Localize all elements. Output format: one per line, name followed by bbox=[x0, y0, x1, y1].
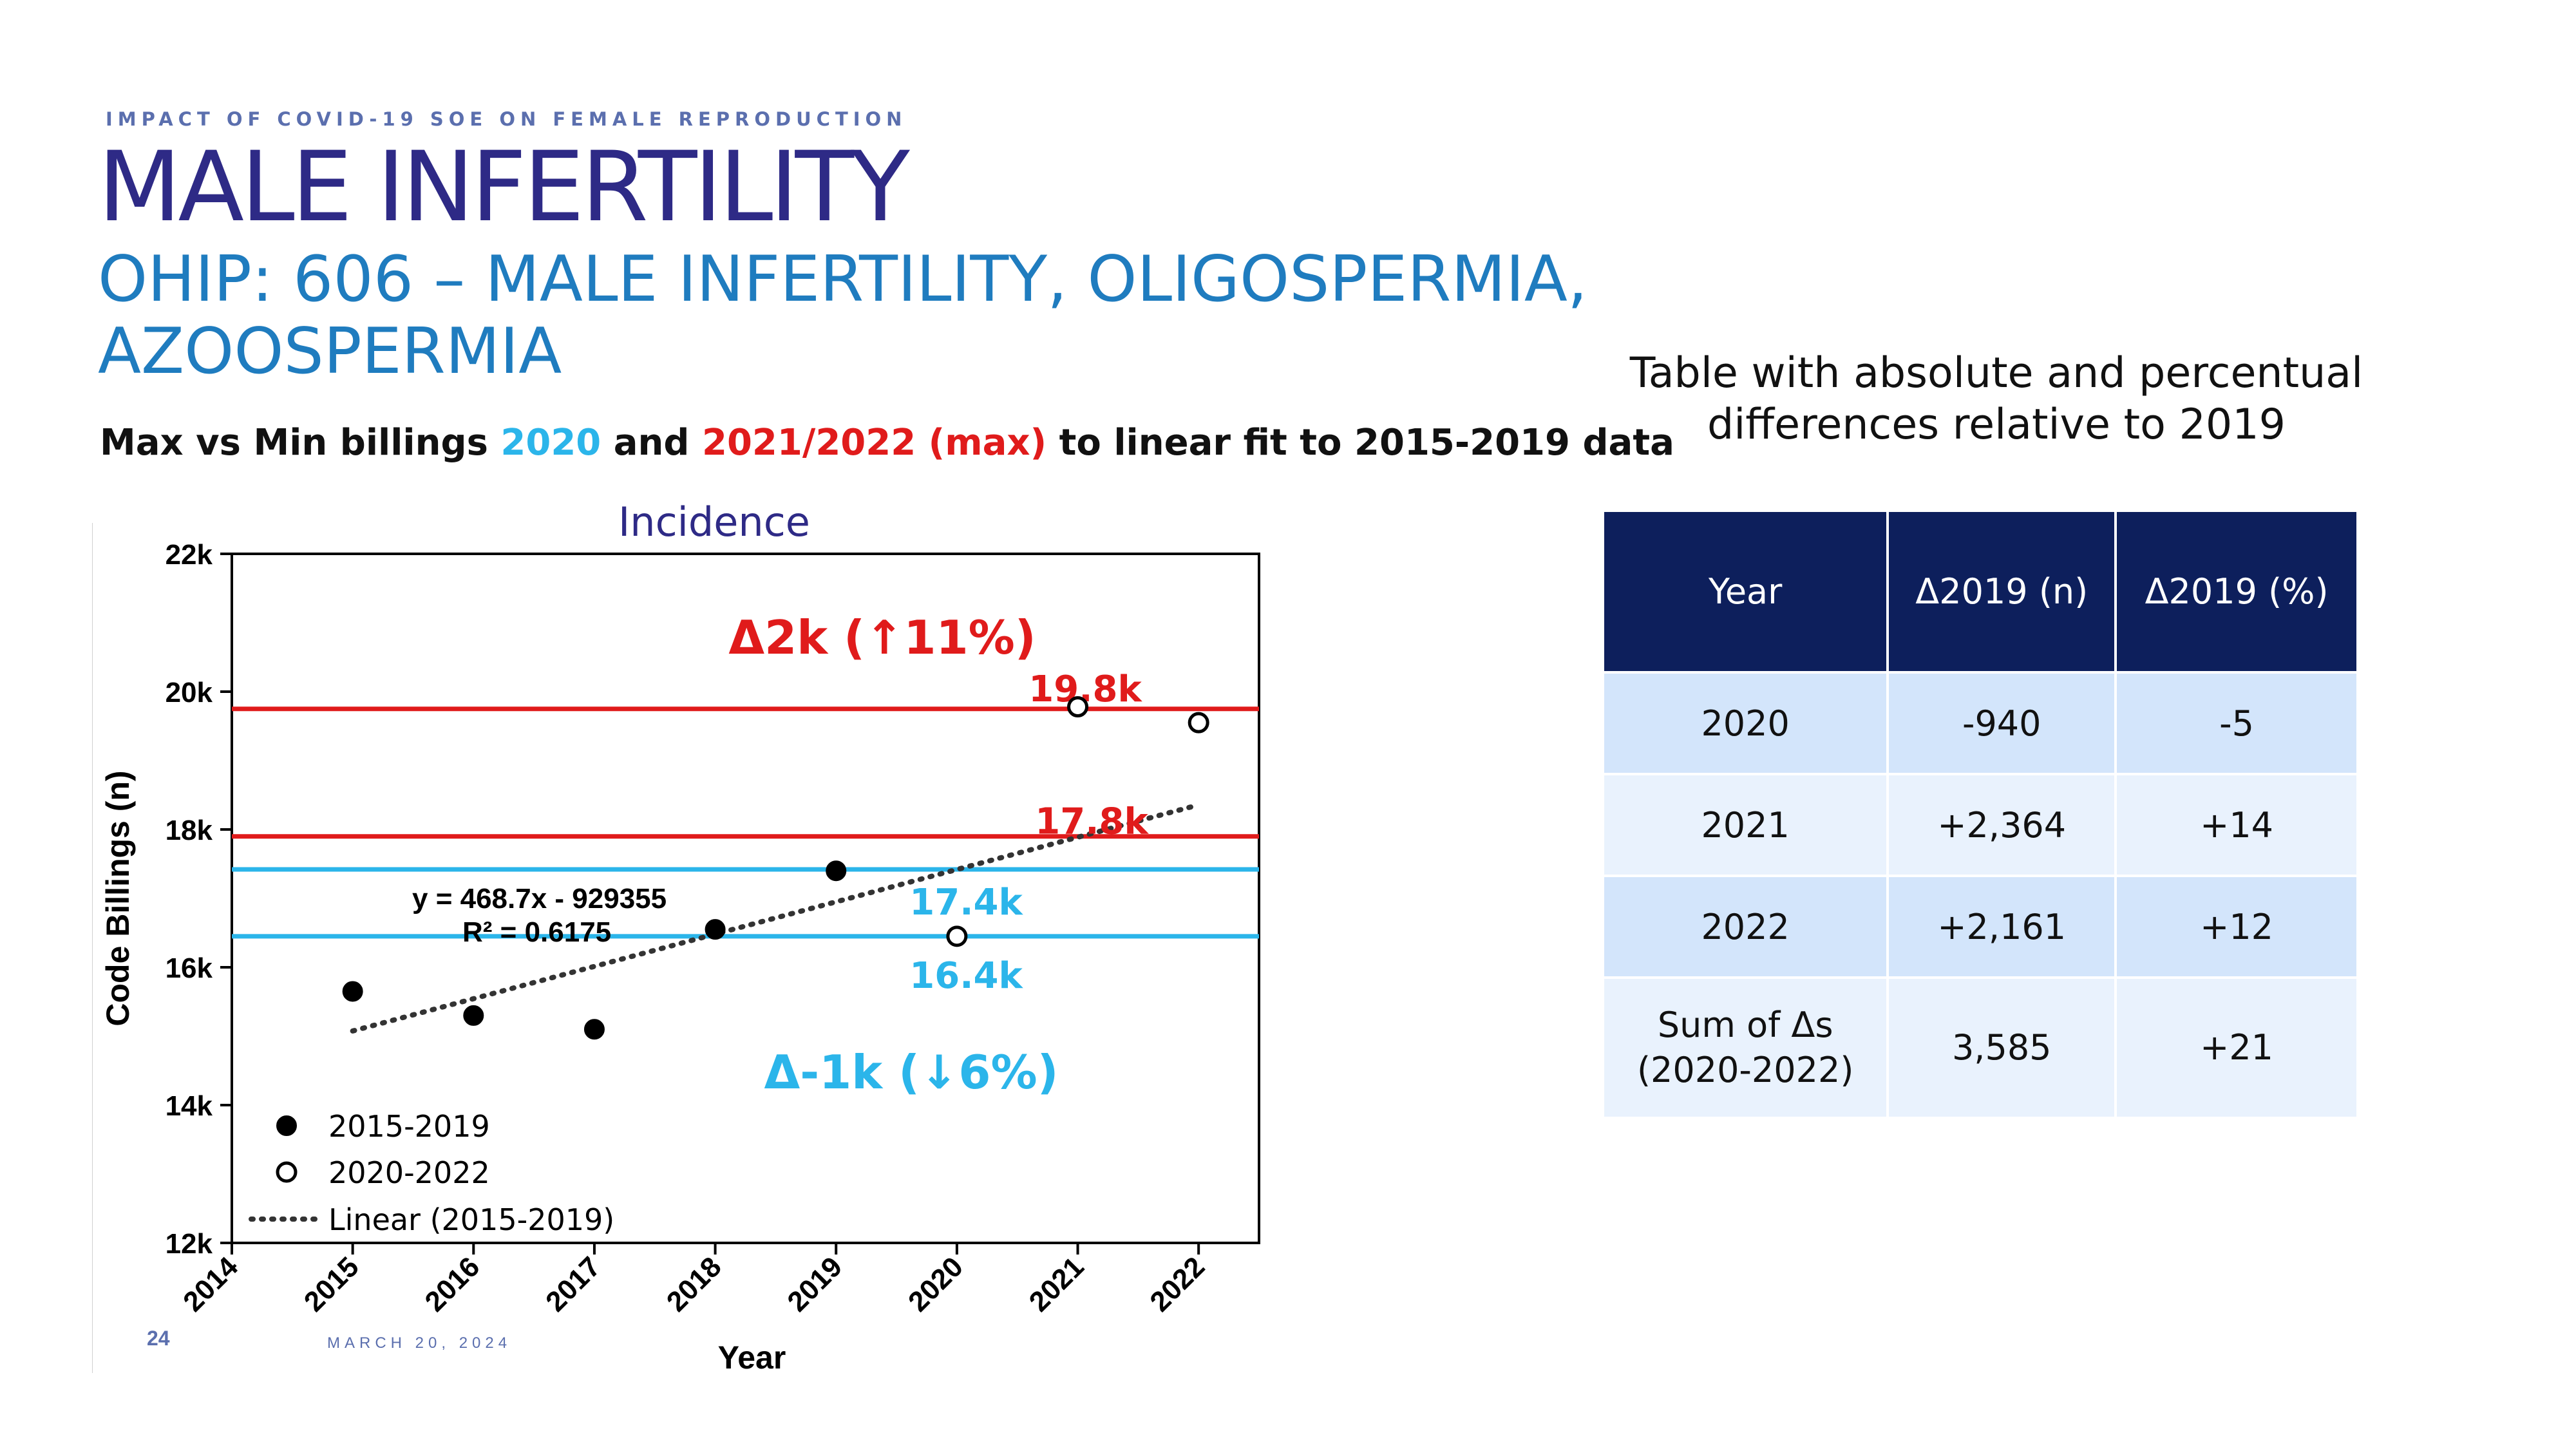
caption-mid: and bbox=[601, 422, 702, 464]
cell-year: 2021 bbox=[1601, 773, 1889, 877]
x-tick-label: 2017 bbox=[540, 1251, 607, 1318]
cell-delta-pct: +21 bbox=[2114, 976, 2359, 1119]
header-year: Year bbox=[1601, 509, 1889, 674]
slide-title: MALE INFERTILITY bbox=[98, 131, 910, 243]
legend-label: 2015-2019 bbox=[328, 1109, 490, 1144]
table-row: 2020 -940 -5 bbox=[1601, 671, 2359, 775]
page-number: 24 bbox=[147, 1327, 170, 1350]
chart-left-border bbox=[92, 523, 93, 1373]
legend-marker-open bbox=[276, 1161, 298, 1183]
table-row: Sum of Δs (2020-2022) 3,585 +21 bbox=[1601, 976, 2359, 1119]
caption-suffix: to linear fit to 2015-2019 data bbox=[1046, 422, 1674, 464]
reference-line-label: 17.8k bbox=[1035, 801, 1149, 843]
data-point bbox=[463, 1005, 484, 1026]
table-heading: Table with absolute and percentual diffe… bbox=[1629, 349, 2363, 449]
x-tick-label: 2021 bbox=[1023, 1251, 1090, 1318]
legend-marker-filled bbox=[276, 1115, 297, 1136]
data-point bbox=[1188, 712, 1209, 734]
data-point bbox=[946, 925, 968, 947]
cell-year-line1: Sum of Δs bbox=[1657, 1005, 1833, 1045]
data-point bbox=[583, 1019, 605, 1040]
y-tick-label: 18k bbox=[166, 815, 213, 846]
y-tick-label: 16k bbox=[166, 952, 213, 984]
reference-line-label: 17.4k bbox=[909, 882, 1023, 923]
caption-prefix: Max vs Min billings bbox=[100, 422, 501, 464]
x-axis-label: Year bbox=[718, 1340, 786, 1376]
x-tick-label: 2018 bbox=[661, 1251, 728, 1318]
x-tick-label: 2019 bbox=[781, 1251, 848, 1318]
delta-min-annotation: Δ-1k (↓6%) bbox=[764, 1045, 1058, 1099]
table-header-row: Year Δ2019 (n) Δ2019 (%) bbox=[1601, 509, 2359, 674]
cell-delta-n: 3,585 bbox=[1886, 976, 2117, 1119]
fit-equation: y = 468.7x - 929355 bbox=[412, 883, 667, 914]
delta-max-annotation: Δ2k (↑11%) bbox=[728, 611, 1036, 665]
slide-kicker: IMPACT OF COVID-19 SOE ON FEMALE REPRODU… bbox=[106, 108, 907, 130]
data-point bbox=[342, 981, 363, 1002]
table-row: 2021 +2,364 +14 bbox=[1601, 773, 2359, 877]
cell-delta-pct: -5 bbox=[2114, 671, 2359, 775]
slide-subtitle: OHIP: 606 – MALE INFERTILITY, OLIGOSPERM… bbox=[98, 243, 1588, 388]
chart-title: Incidence bbox=[618, 498, 810, 545]
x-tick-label: 2016 bbox=[419, 1251, 486, 1318]
cell-delta-n: +2,161 bbox=[1886, 875, 2117, 979]
y-axis-label: Code Billings (n) bbox=[100, 770, 136, 1026]
data-point bbox=[705, 919, 726, 940]
data-point bbox=[826, 860, 847, 882]
data-point bbox=[1067, 696, 1089, 718]
cell-year-line2: (2020-2022) bbox=[1636, 1050, 1854, 1090]
slide-date: MARCH 20, 2024 bbox=[327, 1334, 512, 1352]
caption-year-2020: 2020 bbox=[500, 422, 601, 464]
caption-year-2021-2022: 2021/2022 (max) bbox=[702, 422, 1047, 464]
fit-r-squared: R² = 0.6175 bbox=[462, 916, 611, 948]
legend-label: 2020-2022 bbox=[328, 1155, 490, 1190]
plot-frame bbox=[231, 553, 1260, 1244]
header-delta-pct: Δ2019 (%) bbox=[2114, 509, 2359, 674]
cell-delta-n: +2,364 bbox=[1886, 773, 2117, 877]
cell-year: 2020 bbox=[1601, 671, 1889, 775]
x-tick-label: 2020 bbox=[902, 1251, 969, 1318]
cell-delta-pct: +12 bbox=[2114, 875, 2359, 979]
cell-delta-n: -940 bbox=[1886, 671, 2117, 775]
legend-label: Linear (2015-2019) bbox=[328, 1202, 614, 1237]
x-tick-label: 2014 bbox=[177, 1251, 244, 1318]
cell-year: 2022 bbox=[1601, 875, 1889, 979]
y-tick-label: 20k bbox=[166, 677, 213, 708]
reference-line-label: 16.4k bbox=[909, 955, 1023, 997]
linear-fit-line bbox=[350, 802, 1202, 1034]
y-tick-label: 12k bbox=[166, 1228, 213, 1260]
cell-delta-pct: +14 bbox=[2114, 773, 2359, 877]
x-tick-label: 2015 bbox=[298, 1251, 365, 1318]
cell-year: Sum of Δs (2020-2022) bbox=[1601, 976, 1889, 1119]
chart-caption: Max vs Min billings 2020 and 2021/2022 (… bbox=[100, 422, 1674, 464]
differences-table: Year Δ2019 (n) Δ2019 (%) 2020 -940 -5 20… bbox=[1601, 509, 2359, 1119]
y-tick-label: 22k bbox=[166, 539, 213, 571]
table-row: 2022 +2,161 +12 bbox=[1601, 875, 2359, 979]
header-delta-n: Δ2019 (n) bbox=[1886, 509, 2117, 674]
x-tick-label: 2022 bbox=[1144, 1251, 1211, 1318]
y-tick-label: 14k bbox=[166, 1090, 213, 1122]
